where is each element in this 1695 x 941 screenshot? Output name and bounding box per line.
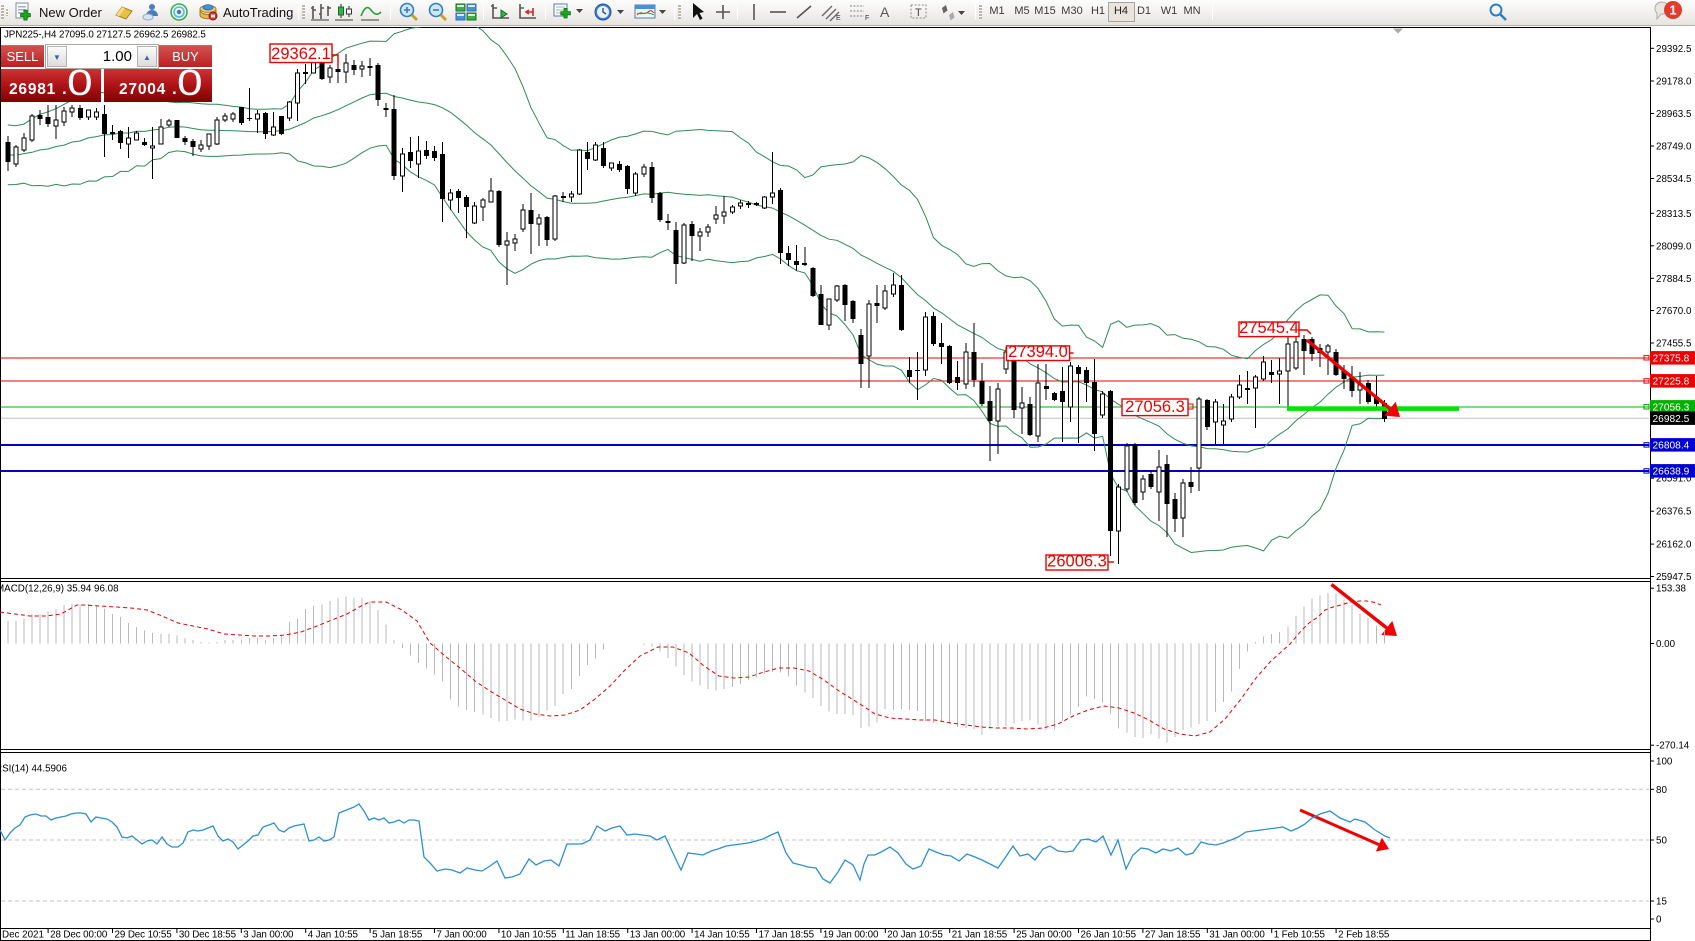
svg-text:4 Jan 10:55: 4 Jan 10:55 — [308, 930, 359, 941]
svg-text:RSI(14) 44.5906: RSI(14) 44.5906 — [0, 764, 67, 775]
svg-text:28749.0: 28749.0 — [1656, 142, 1692, 153]
svg-text:28313.5: 28313.5 — [1656, 209, 1692, 220]
svg-text:50: 50 — [1656, 836, 1667, 847]
svg-text:T: T — [915, 7, 922, 19]
svg-text:28 Dec 00:00: 28 Dec 00:00 — [50, 930, 108, 941]
svg-text:10 Jan 10:55: 10 Jan 10:55 — [501, 930, 557, 941]
svg-text:3 Jan 00:00: 3 Jan 00:00 — [243, 930, 294, 941]
svg-text:26162.0: 26162.0 — [1656, 540, 1692, 551]
svg-text:29 Dec 10:55: 29 Dec 10:55 — [115, 930, 173, 941]
svg-text:26006.3: 26006.3 — [1047, 553, 1107, 571]
svg-text:28963.5: 28963.5 — [1656, 109, 1692, 120]
svg-text:20 Jan 10:55: 20 Jan 10:55 — [887, 930, 943, 941]
svg-text:26808.4: 26808.4 — [1653, 441, 1690, 452]
svg-text:27884.5: 27884.5 — [1656, 274, 1692, 285]
svg-text:100: 100 — [1656, 757, 1673, 768]
svg-text:7 Jan 00:00: 7 Jan 00:00 — [437, 930, 488, 941]
svg-text:27455.5: 27455.5 — [1656, 339, 1692, 350]
svg-text:27056.3: 27056.3 — [1653, 403, 1690, 414]
svg-text:0.00: 0.00 — [1656, 639, 1676, 650]
svg-text:JPN225-,H4 27095.0 27127.5 26: JPN225-,H4 27095.0 27127.5 26962.5 26982… — [4, 30, 206, 41]
svg-text:28534.5: 28534.5 — [1656, 174, 1692, 185]
svg-text:27375.8: 27375.8 — [1653, 354, 1690, 365]
svg-text:25947.5: 25947.5 — [1656, 572, 1692, 583]
svg-text:29178.0: 29178.0 — [1656, 77, 1692, 88]
svg-text:13 Jan 00:00: 13 Jan 00:00 — [630, 930, 686, 941]
svg-text:5 Jan 18:55: 5 Jan 18:55 — [372, 930, 423, 941]
svg-text:27225.8: 27225.8 — [1653, 377, 1690, 388]
svg-text:Dec 2021: Dec 2021 — [2, 930, 44, 941]
svg-text:26 Jan 10:55: 26 Jan 10:55 — [1081, 930, 1137, 941]
svg-text:26638.9: 26638.9 — [1653, 467, 1690, 478]
svg-text:F: F — [865, 15, 869, 22]
svg-text:26591.0: 26591.0 — [1656, 474, 1692, 485]
svg-text:-270.14: -270.14 — [1656, 741, 1690, 752]
svg-text:15: 15 — [1656, 897, 1667, 908]
svg-text:28099.0: 28099.0 — [1656, 241, 1692, 252]
svg-text:0: 0 — [1656, 915, 1662, 926]
svg-text:31 Jan 00:00: 31 Jan 00:00 — [1209, 930, 1265, 941]
svg-text:30 Dec 18:55: 30 Dec 18:55 — [179, 930, 237, 941]
svg-text:27670.0: 27670.0 — [1656, 306, 1692, 317]
svg-text:19 Jan 00:00: 19 Jan 00:00 — [823, 930, 879, 941]
svg-text:26982.5: 26982.5 — [1653, 414, 1690, 425]
svg-text:21 Jan 18:55: 21 Jan 18:55 — [952, 930, 1008, 941]
svg-text:E: E — [836, 15, 841, 22]
svg-text:153.38: 153.38 — [1656, 584, 1687, 595]
svg-text:29392.5: 29392.5 — [1656, 44, 1692, 55]
svg-text:27 Jan 18:55: 27 Jan 18:55 — [1145, 930, 1201, 941]
svg-text:27056.3: 27056.3 — [1125, 398, 1185, 416]
svg-text:27545.4: 27545.4 — [1239, 319, 1299, 337]
svg-text:2 Feb 18:55: 2 Feb 18:55 — [1338, 930, 1390, 941]
svg-text:14 Jan 10:55: 14 Jan 10:55 — [694, 930, 750, 941]
svg-text:17 Jan 18:55: 17 Jan 18:55 — [759, 930, 815, 941]
svg-text:29362.1: 29362.1 — [271, 45, 331, 63]
svg-text:26376.5: 26376.5 — [1656, 507, 1692, 518]
svg-text:1 Feb 10:55: 1 Feb 10:55 — [1274, 930, 1326, 941]
svg-text:27394.0: 27394.0 — [1008, 343, 1068, 361]
svg-text:MACD(12,26,9) 35.94 96.08: MACD(12,26,9) 35.94 96.08 — [0, 584, 119, 595]
svg-text:1: 1 — [1669, 3, 1676, 18]
svg-text:25 Jan 00:00: 25 Jan 00:00 — [1016, 930, 1072, 941]
svg-text:80: 80 — [1656, 785, 1667, 796]
svg-text:11 Jan 18:55: 11 Jan 18:55 — [565, 930, 620, 941]
